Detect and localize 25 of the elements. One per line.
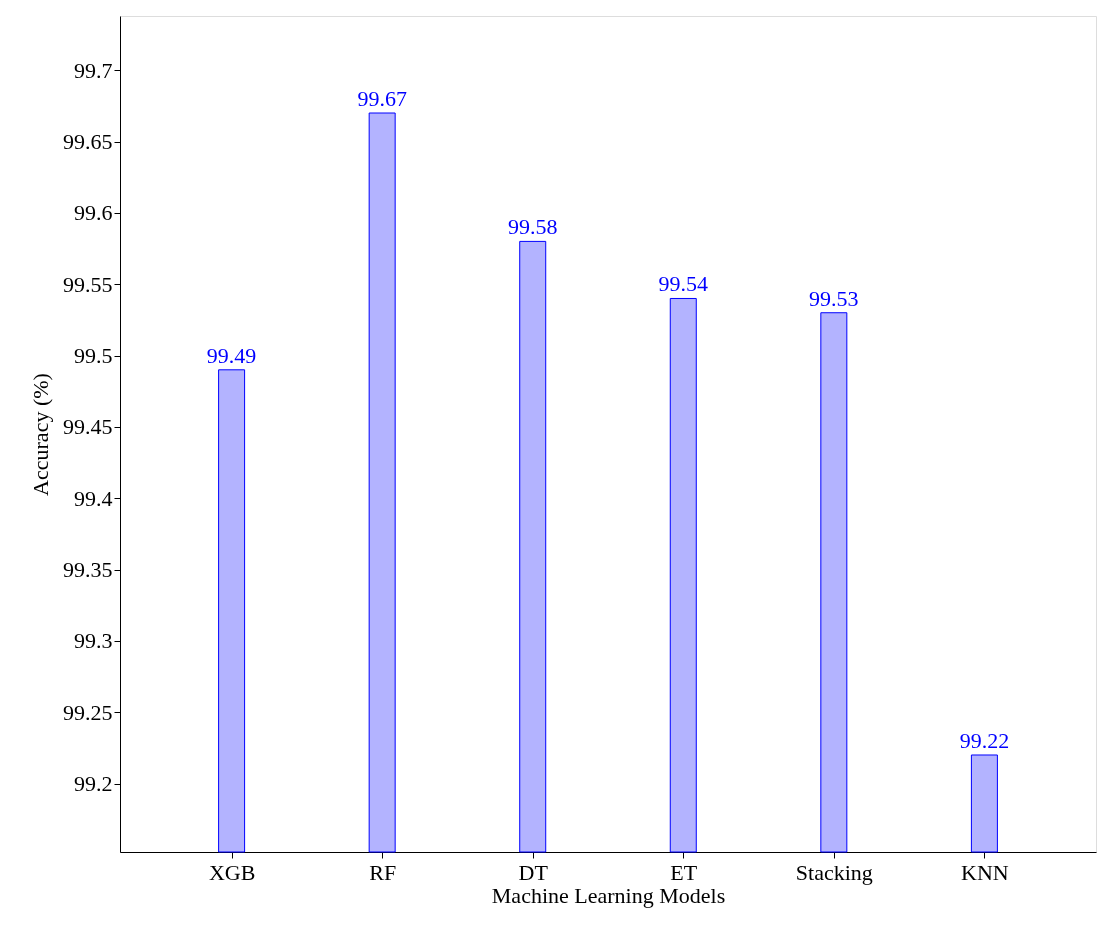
data-label: 99.58 bbox=[507, 214, 558, 240]
x-tick-label: Stacking bbox=[795, 859, 873, 885]
y-tick-label: 99.35 bbox=[63, 557, 113, 583]
y-tick-label: 99.65 bbox=[63, 129, 113, 155]
y-axis-title: Accuracy (%) bbox=[28, 373, 53, 496]
y-tick-label: 99.3 bbox=[74, 628, 113, 654]
data-label: 99.22 bbox=[959, 727, 1010, 753]
y-tick-label: 99.4 bbox=[74, 485, 113, 511]
x-tick-label: RF bbox=[369, 859, 397, 885]
y-tick-label: 99.25 bbox=[63, 699, 113, 725]
data-label: 99.54 bbox=[658, 271, 709, 297]
data-label: 99.53 bbox=[809, 285, 859, 311]
x-tick-label: DT bbox=[518, 859, 549, 885]
data-label: 99.49 bbox=[206, 342, 257, 368]
y-tick-label: 99.6 bbox=[74, 200, 113, 226]
y-tick-label: 99.45 bbox=[63, 414, 113, 440]
x-tick-label: ET bbox=[670, 859, 698, 885]
y-tick-label: 99.2 bbox=[74, 771, 113, 797]
x-axis-title: Machine Learning Models bbox=[491, 882, 726, 908]
y-tick-label: 99.5 bbox=[74, 343, 113, 369]
data-label: 99.67 bbox=[357, 86, 407, 112]
x-tick-label: KNN bbox=[961, 859, 1009, 885]
x-tick-label: XGB bbox=[208, 859, 256, 885]
y-tick-label: 99.7 bbox=[74, 57, 113, 83]
y-tick-label: 99.55 bbox=[63, 271, 113, 297]
